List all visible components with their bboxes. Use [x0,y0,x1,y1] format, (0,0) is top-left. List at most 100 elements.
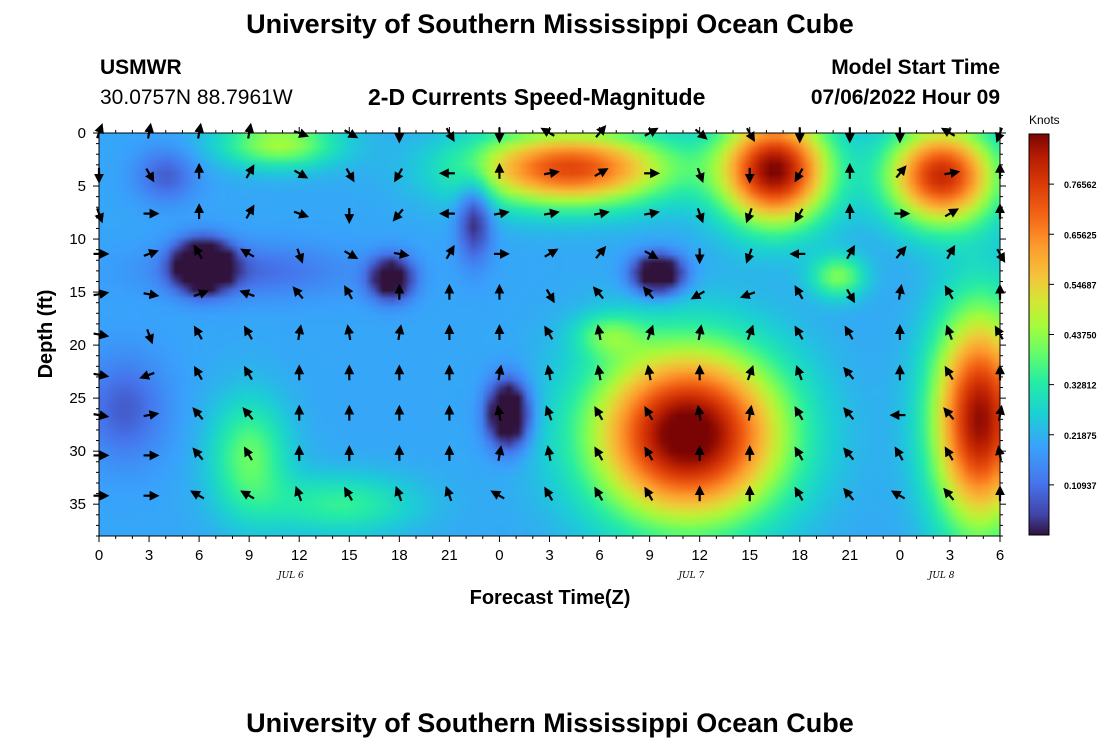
current-arrow [445,244,455,260]
current-arrow [644,208,660,219]
current-arrow [392,208,404,222]
current-arrow [794,486,804,502]
current-arrow [944,168,961,179]
x-tick-label: 3 [145,547,153,564]
current-arrow [592,286,604,300]
colorbar-tick-label: 0.54687 [1064,280,1097,290]
current-arrow [945,244,956,260]
current-arrow [843,366,855,380]
current-arrow [943,407,955,421]
current-arrow [193,244,204,260]
current-arrow [644,486,654,502]
current-arrow [494,445,505,462]
x-tick-label: 6 [195,547,203,564]
current-arrow [243,365,254,381]
current-arrow [694,324,705,341]
current-arrow [644,249,659,260]
current-arrow [944,208,959,218]
current-arrow [544,364,555,381]
colorbar-tick-label: 0.76562 [1064,180,1097,190]
current-arrow [139,370,155,380]
current-arrow [594,324,605,341]
current-arrow [394,167,404,183]
date-label: JUL 8 [927,571,955,581]
current-arrow [843,487,855,501]
current-arrow [193,289,209,299]
x-tick-label: 15 [341,547,358,564]
current-arrow [895,245,907,259]
current-arrow [894,446,904,461]
current-arrow [345,167,355,183]
colorbar [1028,133,1050,536]
y-tick-label: 5 [78,178,86,195]
current-arrow [343,249,359,260]
current-arrow [243,325,254,340]
current-arrow [944,446,954,461]
current-arrow [944,285,954,300]
current-arrow [192,447,204,461]
current-arrow [895,165,907,179]
y-tick-label: 35 [69,496,86,513]
current-arrow [744,208,755,224]
current-arrow [744,404,755,421]
current-arrow [642,286,654,300]
current-arrow [144,328,154,345]
current-arrow [145,167,155,183]
x-tick-label: 9 [645,547,653,564]
date-labels: JUL 6 JUL 7 JUL 8 [276,571,955,581]
y-tick-label: 15 [69,284,86,301]
current-arrow [190,490,205,500]
y-tick-label: 30 [69,443,86,460]
current-arrow [193,325,204,340]
current-arrow [544,248,559,258]
current-arrow [192,407,204,421]
current-arrow [943,487,955,501]
current-arrow [593,208,610,219]
current-arrow [845,288,856,304]
current-arrow [543,208,560,219]
x-tick-label: 12 [291,547,308,564]
page-title: University of Southern Mississippi Ocean… [246,9,854,39]
current-arrow [594,446,604,461]
current-arrow [294,485,304,502]
x-tick-label: 9 [245,547,253,564]
current-arrow [143,289,160,300]
current-arrow [794,325,804,340]
current-arrow [594,406,604,421]
colorbar-tick-label: 0.21875 [1064,431,1097,441]
current-arrow [293,169,309,179]
x-tick-label: 0 [495,547,503,564]
current-arrow [594,168,609,178]
current-arrow [744,248,755,264]
current-arrow [193,365,204,381]
current-arrow [545,288,555,304]
current-arrow [695,208,705,224]
current-arrow [544,486,554,502]
current-arrow [344,486,354,502]
current-arrow [794,446,804,461]
current-arrow [644,364,655,381]
colorbar-label: Knots [1029,113,1060,127]
current-arrow [490,490,505,500]
current-arrow [240,490,255,500]
current-arrow [494,404,505,421]
current-arrow [240,248,255,258]
current-arrow [394,485,404,502]
colorbar-tick-label: 0.65625 [1064,230,1097,240]
model-start-label: Model Start Time [831,56,1000,79]
x-tick-label: 21 [441,547,458,564]
current-arrow [239,289,255,299]
x-tick-label: 21 [841,547,858,564]
date-label: JUL 6 [276,571,304,581]
current-arrow [794,285,804,300]
x-tick-label: 18 [391,547,408,564]
x-tick-label: 0 [896,547,904,564]
x-tick-label: 3 [545,547,553,564]
current-arrow [294,324,305,341]
current-arrow [394,324,405,341]
current-arrow [242,407,254,421]
model-start-value: 07/06/2022 Hour 09 [810,86,1000,109]
axis-ticks [93,127,1006,542]
footer-title: University of Southern Mississippi Ocean… [246,708,854,738]
